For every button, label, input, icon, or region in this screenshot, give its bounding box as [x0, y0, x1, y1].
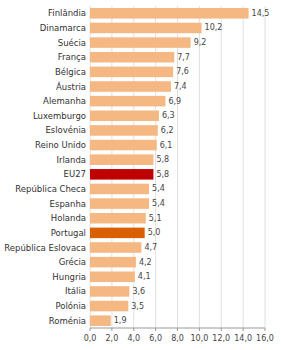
x-tick-label: 0,0 [84, 334, 97, 343]
x-tick-label: 6,0 [149, 334, 162, 343]
category-label: Grécia [59, 257, 86, 267]
category-label: Polónia [55, 301, 86, 311]
data-label: 3,5 [131, 302, 144, 311]
category-label: Finlândia [48, 8, 86, 18]
category-label: França [58, 52, 86, 62]
category-label: Holanda [51, 213, 86, 223]
data-label: 7,6 [176, 67, 189, 76]
bar [90, 96, 165, 107]
bar [90, 301, 128, 312]
category-label: Roménia [49, 316, 86, 326]
data-label: 5,8 [156, 170, 169, 179]
x-tick-label: 10,0 [190, 334, 208, 343]
bar [90, 8, 249, 19]
grid-line [243, 6, 244, 328]
data-label: 5,0 [148, 228, 161, 237]
bar [90, 198, 149, 209]
x-tick-label: 2,0 [106, 334, 119, 343]
category-label: República Eslovaca [4, 243, 86, 253]
data-label: 3,6 [132, 287, 145, 296]
bar [90, 67, 173, 78]
bar [90, 111, 159, 122]
category-label: EU27 [64, 169, 86, 179]
x-axis-line [90, 328, 265, 329]
category-label: Reino Unido [35, 140, 86, 150]
chart: 0,0 2,0 4,0 6,0 8,0 10,0 12,0 14,0 16,0 Roménia Po… [0, 0, 281, 350]
bar [90, 37, 191, 48]
bar [90, 154, 153, 165]
bar [90, 184, 149, 195]
data-label: 7,4 [174, 82, 187, 91]
data-label: 6,3 [162, 111, 175, 120]
category-label: Portugal [51, 228, 86, 238]
bar [90, 213, 146, 224]
data-labels: 1,9 3,5 3,6 4,1 4,2 4,7 5,0 5,1 5,4 5,4 5,8 5,8 6,1 6… [114, 9, 270, 325]
data-label: 5,8 [156, 155, 169, 164]
category-label: Suécia [58, 38, 86, 48]
bar [90, 125, 158, 136]
category-label: Eslovénia [45, 125, 86, 135]
data-label: 4,2 [139, 258, 152, 267]
data-label: 14,5 [252, 9, 270, 18]
data-label: 7,7 [177, 53, 190, 62]
bar [90, 272, 135, 283]
bar [90, 81, 171, 92]
data-label: 4,1 [138, 272, 151, 281]
bars [90, 8, 249, 326]
bar [90, 23, 202, 34]
category-label: Áustria [56, 81, 86, 92]
category-label: Dinamarca [40, 23, 86, 33]
data-label: 9,2 [194, 38, 207, 47]
data-label: 6,1 [160, 141, 173, 150]
bar [90, 242, 141, 253]
category-label: Irlanda [56, 155, 86, 165]
data-label: 5,4 [152, 184, 165, 193]
x-tick-label: 12,0 [212, 334, 230, 343]
data-label: 10,2 [205, 23, 223, 32]
bar [90, 286, 129, 297]
grid-line [199, 6, 200, 328]
grid-line [265, 6, 266, 328]
bar [90, 228, 145, 239]
category-label: Itália [65, 286, 86, 296]
data-label: 4,7 [144, 243, 157, 252]
bar [90, 169, 153, 180]
y-axis: Roménia Polónia Itália Hungria Grécia Repúbli… [4, 8, 86, 325]
category-label: Espanha [50, 199, 86, 209]
x-tick-label: 4,0 [127, 334, 140, 343]
grid-line [221, 6, 222, 328]
category-label: Hungria [52, 272, 86, 282]
category-label: Bélgica [55, 67, 86, 77]
bar [90, 140, 157, 151]
grid [90, 6, 265, 328]
bar [90, 257, 136, 268]
category-label: Luxemburgo [33, 111, 86, 121]
bar [90, 315, 111, 326]
data-label: 5,4 [152, 199, 165, 208]
data-label: 6,2 [161, 126, 174, 135]
data-label: 1,9 [114, 316, 127, 325]
x-tick-label: 14,0 [234, 334, 252, 343]
data-label: 6,9 [168, 97, 181, 106]
category-label: República Checa [15, 184, 86, 194]
bar [90, 52, 174, 63]
category-label: Alemanha [43, 96, 86, 106]
x-tick-label: 16,0 [256, 334, 274, 343]
data-label: 5,1 [149, 214, 162, 223]
x-tick-label: 8,0 [171, 334, 184, 343]
x-axis: 0,0 2,0 4,0 6,0 8,0 10,0 12,0 14,0 16,0 [84, 328, 274, 343]
